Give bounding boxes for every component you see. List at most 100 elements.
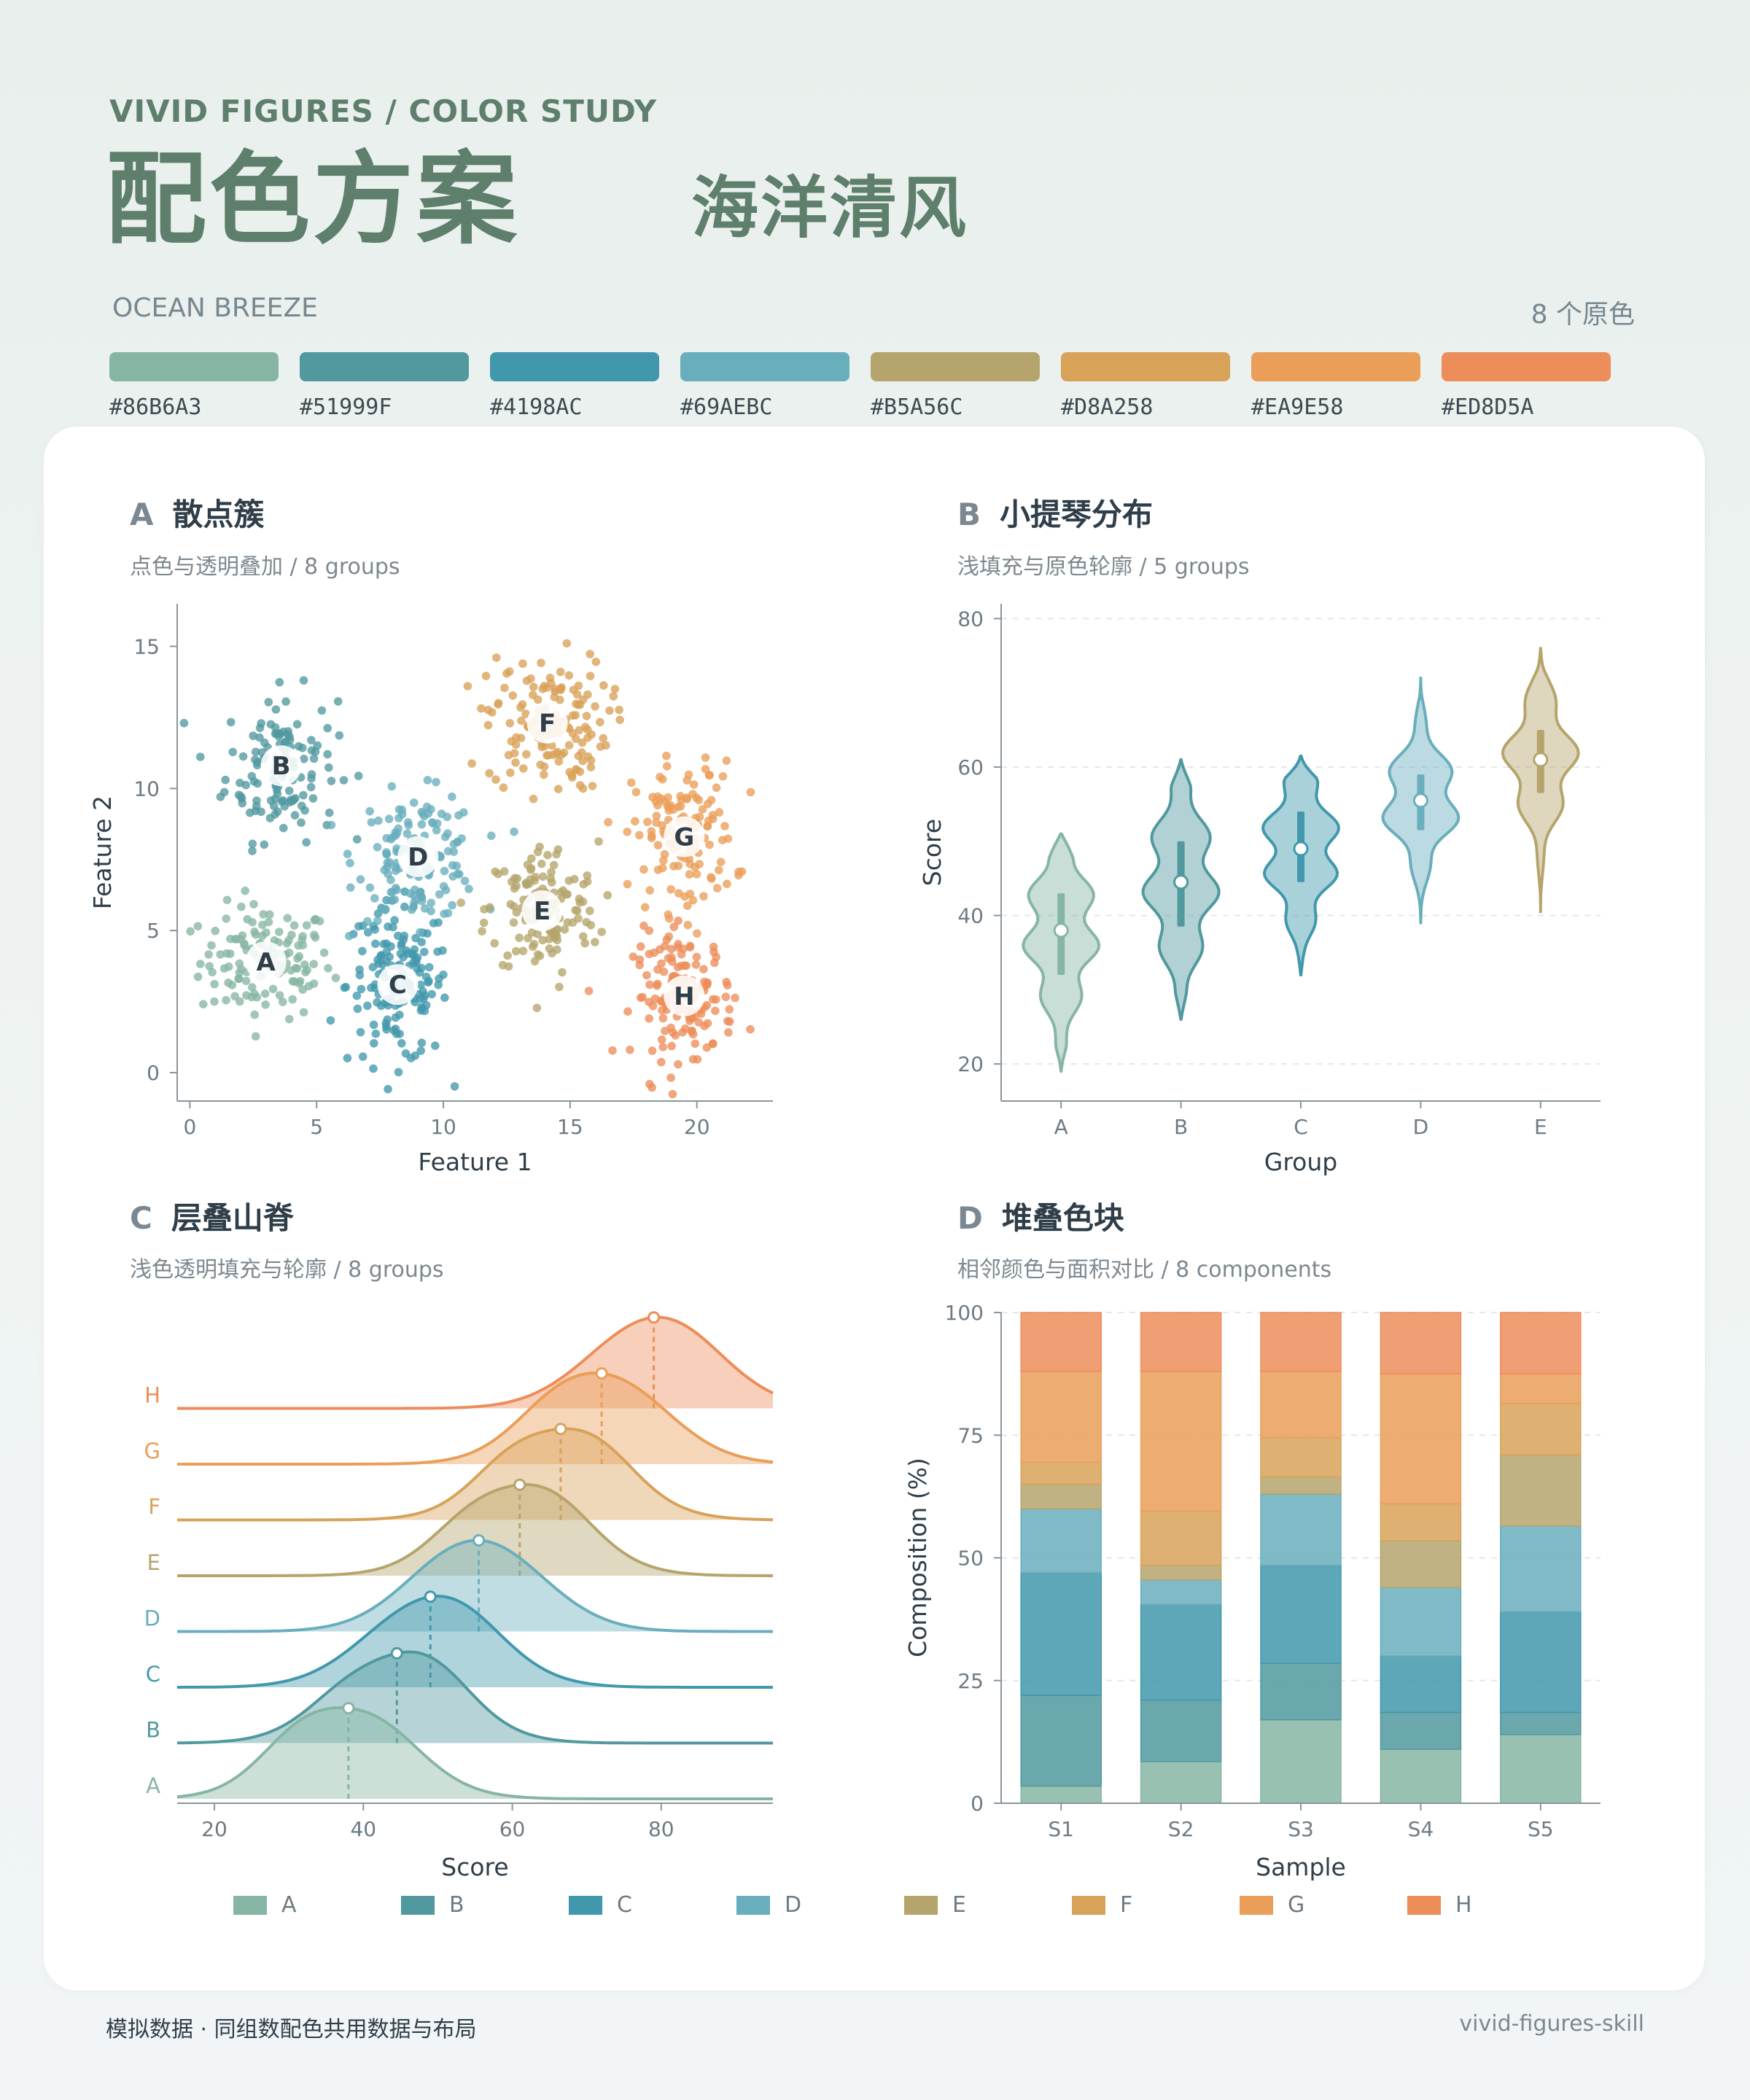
scatter-point <box>385 858 394 867</box>
scatter-point <box>560 925 569 934</box>
legend-item-g: G <box>1240 1892 1304 1918</box>
scatter-point <box>505 719 515 728</box>
scatter-point <box>722 978 731 987</box>
scatter-point <box>382 1025 391 1034</box>
scatter-point <box>221 775 230 785</box>
scatter-point <box>658 1043 667 1051</box>
scatter-point <box>307 770 316 779</box>
scatter-point <box>720 822 729 831</box>
scatter-point <box>645 980 654 989</box>
x-tick-label: 80 <box>648 1817 674 1841</box>
scatter-point <box>431 1041 440 1050</box>
scatter-point <box>483 720 493 730</box>
scatter-point <box>373 955 382 965</box>
scatter-point <box>550 933 559 942</box>
scatter-point <box>623 1007 632 1016</box>
scatter-point <box>504 750 513 760</box>
scatter-point <box>193 922 203 931</box>
scatter-point <box>199 1000 208 1008</box>
bar-segment <box>1020 1371 1102 1463</box>
scatter-point <box>586 906 594 915</box>
scatter-point <box>664 932 673 941</box>
scatter-point <box>364 928 373 937</box>
legend-item-b: B <box>401 1892 464 1918</box>
scatter-point <box>662 751 671 761</box>
bar-segment <box>1020 1695 1102 1787</box>
cluster-label: B <box>272 752 291 781</box>
panel-title-text: 散点簇 <box>172 497 265 532</box>
bar-segment <box>1140 1699 1222 1762</box>
swatch-bar <box>109 352 279 381</box>
scatter-point <box>643 817 652 826</box>
scatter-point <box>653 841 663 849</box>
scatter-point <box>257 807 265 817</box>
color-count: 8 个原色 <box>1531 300 1635 330</box>
scatter-point <box>586 756 596 765</box>
scatter-point <box>429 819 438 828</box>
scatter-point <box>692 870 701 879</box>
scatter-point <box>248 847 257 855</box>
scatter-point <box>464 884 473 893</box>
ridge-label: C <box>146 1662 160 1687</box>
scatter-point <box>724 1028 733 1037</box>
scatter-point <box>222 995 230 1005</box>
ridge-label: E <box>147 1550 160 1575</box>
legend-item-d: D <box>736 1892 801 1918</box>
scatter-point <box>731 993 739 1003</box>
swatch-bar <box>1251 352 1420 381</box>
scatter-point <box>647 827 656 836</box>
scatter-point <box>290 811 300 820</box>
scatter-point <box>410 898 419 908</box>
ridge-outline <box>177 1427 774 1522</box>
legend-item-e: E <box>904 1892 966 1918</box>
scatter-point <box>653 981 661 990</box>
bar-segment <box>1500 1611 1582 1714</box>
bar-segment <box>1500 1312 1582 1374</box>
scatter-point <box>186 927 195 936</box>
scatter-point <box>533 950 542 959</box>
scatter-point <box>584 987 594 995</box>
legend-label: D <box>785 1892 802 1918</box>
scatter-point <box>241 886 250 895</box>
panel-d-title: D 堆叠色块 <box>957 1194 1124 1238</box>
scatter-point <box>416 994 425 1003</box>
scatter-point <box>306 782 316 792</box>
panel-d-subtitle: 相邻颜色与面积对比 / 8 components <box>957 1257 1332 1283</box>
scatter-point <box>346 858 354 868</box>
cluster-label: H <box>674 982 694 1011</box>
scatter-point <box>299 676 308 685</box>
scatter-point <box>500 683 509 693</box>
ridge-outline <box>176 1650 773 1745</box>
panel-b-title: B 小提琴分布 <box>957 490 1153 534</box>
scatter-point <box>608 1046 617 1055</box>
scatter-point <box>615 715 624 724</box>
scatter-point <box>526 866 535 874</box>
bar-segment <box>1140 1603 1222 1701</box>
scatter-point <box>640 903 650 911</box>
scatter-point <box>370 894 379 903</box>
scatter-point <box>564 741 574 750</box>
swatch-bar <box>680 352 849 381</box>
scatter-point <box>416 980 425 989</box>
swatch-bar <box>1442 352 1611 381</box>
scatter-point <box>647 833 656 843</box>
scatter-point <box>639 921 648 930</box>
scatter-point <box>491 775 500 784</box>
scatter-point <box>556 667 565 677</box>
scatter-point <box>522 750 531 759</box>
scatter-point <box>251 747 260 756</box>
panel-c-title: C 层叠山脊 <box>130 1194 294 1238</box>
scatter-point <box>703 822 712 831</box>
violin-plot: 20 40 60 80 A B C D E Group Score <box>918 604 1601 1176</box>
scatter-point <box>250 1010 260 1019</box>
scatter-point <box>277 797 287 806</box>
footer-credit: vivid-figures-skill <box>1459 2011 1644 2037</box>
scatter-point <box>682 776 691 785</box>
legend-item-a: A <box>233 1892 297 1918</box>
scatter-point <box>645 1014 653 1023</box>
scatter-point <box>463 682 472 691</box>
scatter-point <box>448 872 457 881</box>
scatter-point <box>659 856 668 865</box>
scatter-point <box>193 972 203 981</box>
